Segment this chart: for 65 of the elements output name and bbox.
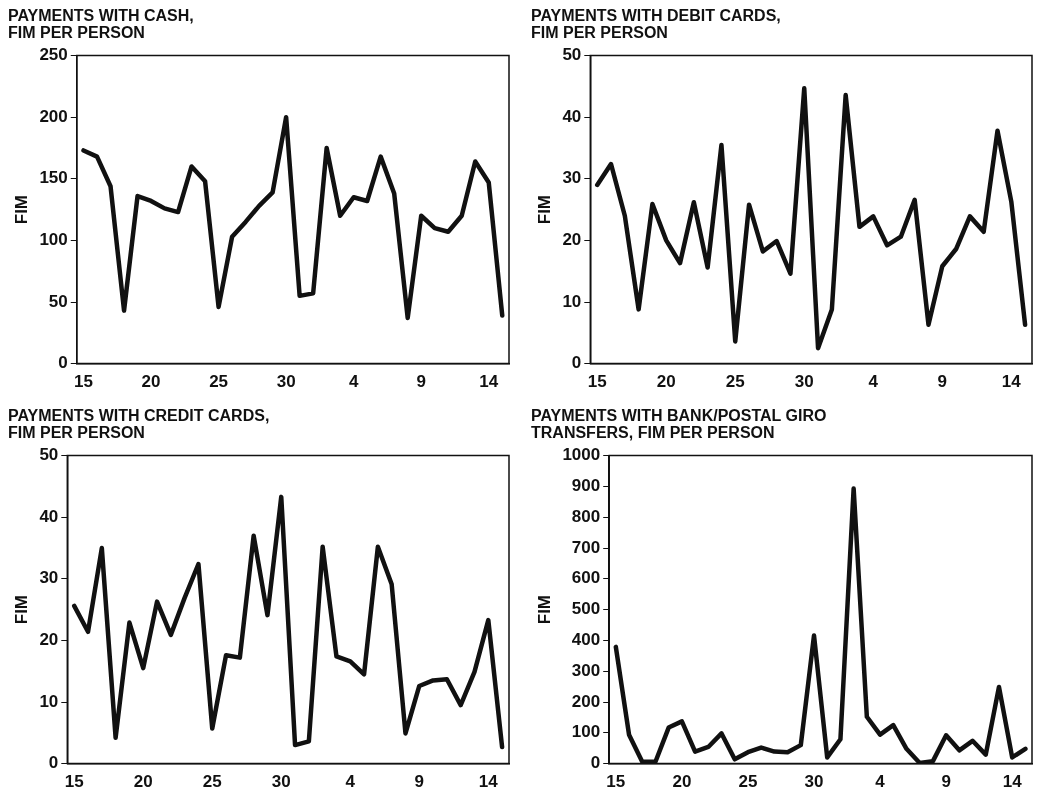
x-tick-label: 30	[276, 372, 296, 392]
chart-title: PAYMENTS WITH CREDIT CARDS, FIM PER PERSON	[8, 406, 270, 441]
y-tick-label: 250	[39, 45, 68, 65]
x-tick-label: 15	[587, 372, 607, 392]
y-tick-label: 10	[562, 291, 582, 311]
y-tick-label: 150	[39, 168, 68, 188]
x-tick-label: 14	[478, 772, 499, 792]
x-tick-label: 15	[74, 372, 93, 392]
y-tick-label: 0	[58, 353, 68, 373]
y-tick-label: 50	[562, 45, 582, 65]
x-tick-label: 25	[738, 772, 758, 792]
x-tick-label: 9	[941, 772, 951, 792]
x-tick-label: 30	[271, 772, 291, 792]
x-tick-label: 9	[416, 372, 426, 392]
y-tick-label: 30	[562, 168, 582, 188]
y-tick-label: 30	[39, 568, 59, 588]
y-tick-label: 0	[590, 753, 601, 773]
y-axis-title: FIM	[534, 594, 554, 625]
y-tick-label: 800	[571, 506, 601, 526]
y-tick-label: 40	[562, 106, 582, 126]
y-tick-label: 200	[39, 106, 68, 126]
y-tick-label: 50	[39, 445, 59, 465]
x-tick-label: 15	[606, 772, 626, 792]
x-tick-label: 4	[345, 772, 356, 792]
y-tick-label: 400	[571, 630, 601, 650]
x-tick-label: 25	[209, 372, 229, 392]
y-tick-label: 50	[48, 291, 68, 311]
x-tick-label: 25	[725, 372, 745, 392]
y-axis-title: FIM	[11, 194, 31, 225]
y-tick-label: 20	[39, 630, 59, 650]
x-tick-label: 30	[794, 372, 814, 392]
x-tick-label: 30	[804, 772, 824, 792]
y-tick-label: 500	[571, 599, 601, 619]
y-tick-label: 10	[39, 691, 59, 711]
x-tick-label: 4	[875, 772, 886, 792]
y-tick-label: 700	[571, 537, 601, 557]
x-tick-label: 14	[479, 372, 499, 392]
x-tick-label: 20	[133, 772, 153, 792]
y-axis-title: FIM	[534, 194, 554, 225]
chart-title: PAYMENTS WITH BANK/POSTAL GIRO TRANSFERS, FIM PER PERSON	[531, 406, 827, 441]
x-tick-label: 14	[1001, 372, 1022, 392]
y-tick-label: 20	[562, 230, 582, 250]
x-tick-label: 9	[414, 772, 425, 792]
x-tick-label: 14	[1002, 772, 1023, 792]
chart-title: PAYMENTS WITH DEBIT CARDS, FIM PER PERSON	[531, 6, 781, 41]
x-tick-label: 25	[202, 772, 222, 792]
y-tick-label: 0	[571, 353, 582, 373]
y-axis-title: FIM	[11, 594, 31, 625]
y-tick-label: 1000	[562, 445, 601, 465]
y-tick-label: 200	[571, 691, 601, 711]
y-tick-label: 100	[39, 230, 68, 250]
x-tick-label: 20	[672, 772, 692, 792]
y-tick-label: 300	[571, 660, 601, 680]
x-tick-label: 9	[937, 372, 948, 392]
y-tick-label: 100	[571, 722, 601, 742]
y-tick-label: 40	[39, 506, 59, 526]
x-tick-label: 20	[656, 372, 676, 392]
y-tick-label: 0	[48, 753, 59, 773]
y-tick-label: 600	[571, 568, 601, 588]
chart-title: PAYMENTS WITH CASH, FIM PER PERSON	[8, 6, 194, 41]
x-tick-label: 4	[868, 372, 879, 392]
x-tick-label: 20	[141, 372, 161, 392]
x-tick-label: 4	[348, 372, 359, 392]
x-tick-label: 15	[64, 772, 84, 792]
y-tick-label: 900	[571, 476, 601, 496]
